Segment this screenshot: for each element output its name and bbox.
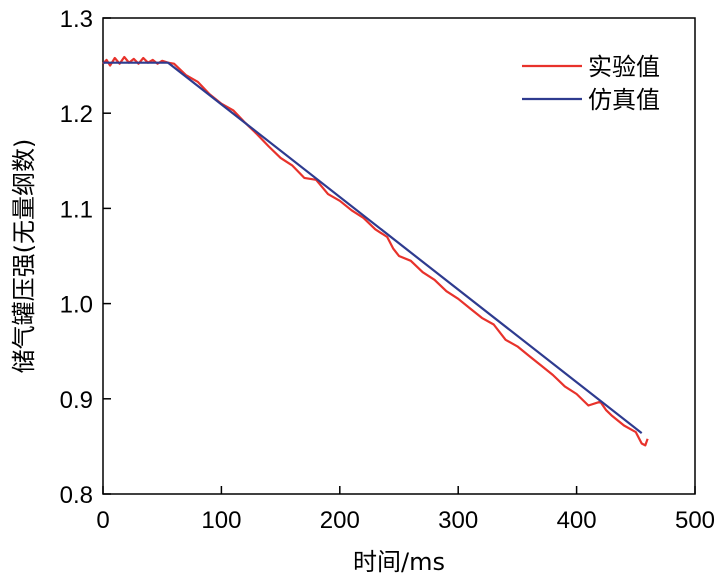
y-tick-label: 0.9 xyxy=(60,387,93,414)
x-tick-label: 300 xyxy=(438,507,478,534)
legend-label-simulation: 仿真值 xyxy=(588,86,660,114)
x-tick-label: 0 xyxy=(96,507,109,534)
y-axis-title: 储气罐压强(无量纲数) xyxy=(10,139,38,374)
x-axis-title: 时间/ms xyxy=(353,548,445,576)
x-tick-label: 100 xyxy=(201,507,241,534)
x-tick-label: 200 xyxy=(320,507,360,534)
x-axis-ticks: 0 100 200 300 400 500 xyxy=(96,486,715,534)
x-tick-label: 400 xyxy=(557,507,597,534)
legend-label-experimental: 实验值 xyxy=(588,53,660,81)
y-tick-label: 0.8 xyxy=(60,482,93,509)
series-layer xyxy=(102,55,649,447)
legend: 实验值 仿真值 xyxy=(522,53,660,114)
plot-frame xyxy=(102,17,696,495)
series-line-experimental xyxy=(102,55,649,447)
y-axis-ticks: 0.8 0.9 1.0 1.1 1.2 1.3 xyxy=(60,6,111,509)
x-tick-label: 500 xyxy=(675,507,715,534)
series-line-simulation xyxy=(103,61,643,434)
y-tick-label: 1.0 xyxy=(60,292,93,319)
y-tick-label: 1.2 xyxy=(60,101,93,128)
y-tick-label: 1.1 xyxy=(60,196,93,223)
y-tick-label: 1.3 xyxy=(60,6,93,33)
